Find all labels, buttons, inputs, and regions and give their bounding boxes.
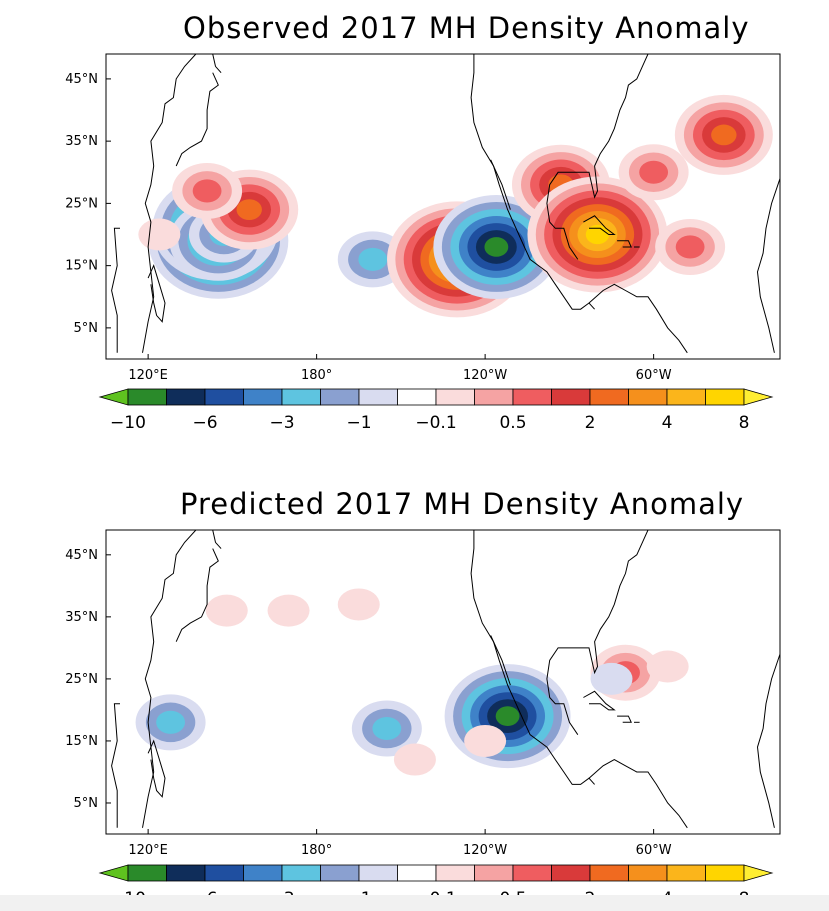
coastline-8 — [583, 690, 616, 711]
coastline-6 — [490, 635, 511, 686]
anomaly-contour-4-2 — [372, 717, 402, 741]
coastline-0 — [142, 54, 197, 353]
coastline-12 — [756, 178, 780, 353]
predicted-chart-title: Predicted 2017 MH Density Anomaly — [180, 487, 745, 521]
coastline-11 — [588, 283, 688, 354]
anomaly-contour-9-6 — [484, 237, 509, 257]
coastline-1 — [175, 72, 219, 167]
coastline-7 — [546, 530, 649, 735]
anomaly-contour-7-2 — [358, 247, 388, 271]
x-tick-label: 60°W — [636, 368, 672, 383]
colorbar-segment — [551, 864, 591, 882]
x-tick-label: 120°W — [463, 368, 507, 383]
x-tick-label: 60°W — [636, 843, 672, 858]
coastline-12 — [756, 653, 780, 828]
y-tick-label: 5°N — [74, 321, 99, 336]
x-tick-label: 120°W — [463, 843, 507, 858]
colorbar-tick-label: 0.5 — [499, 413, 526, 433]
y-tick-label: 15°N — [65, 259, 98, 274]
coastline-9 — [617, 715, 632, 723]
colorbar-arrow-right — [743, 864, 774, 882]
coastline-3 — [212, 54, 222, 74]
y-tick-label: 25°N — [65, 196, 98, 211]
coastline-0 — [142, 530, 197, 828]
coastline-4 — [111, 227, 120, 353]
plot-frame — [105, 529, 781, 835]
observed-chart-title: Observed 2017 MH Density Anomaly — [183, 11, 750, 45]
coastline-11 — [588, 759, 688, 829]
colorbar-segment — [628, 864, 668, 882]
colorbar-segment — [435, 864, 475, 882]
coastline-8 — [583, 215, 616, 235]
plot-frame — [105, 53, 781, 360]
y-tick-label: 35°N — [65, 610, 98, 625]
colorbar-tick-label: 2 — [585, 413, 596, 433]
coastline-5 — [470, 530, 595, 785]
colorbar-segment — [705, 864, 745, 882]
colorbar-tick-label: −10 — [110, 413, 146, 433]
y-tick-label: 15°N — [65, 734, 98, 749]
colorbar-tick-label: −6 — [192, 413, 217, 433]
colorbar-tick-label: −1 — [346, 413, 371, 433]
colorbar-arrow-right — [743, 388, 774, 406]
anomaly-contour-11-7 — [585, 224, 610, 245]
colorbar-segment — [243, 864, 283, 882]
y-tick-label: 45°N — [65, 72, 98, 87]
x-tick-label: 120°E — [128, 843, 168, 858]
anomaly-contour-12-2 — [639, 160, 669, 184]
x-tick-label: 120°E — [128, 368, 168, 383]
colorbar-segment — [397, 864, 437, 882]
colorbar-segment — [666, 864, 706, 882]
coastline-2 — [147, 264, 166, 323]
colorbar-segment — [589, 864, 629, 882]
colorbar-segment — [474, 864, 514, 882]
anomaly-contour-10-0 — [590, 662, 633, 695]
y-tick-label: 5°N — [74, 796, 99, 811]
colorbar-segment — [127, 864, 167, 882]
anomaly-contour-3-0 — [337, 588, 380, 621]
coastline-1 — [175, 548, 219, 642]
colorbar-segment — [281, 864, 321, 882]
y-tick-label: 35°N — [65, 134, 98, 149]
coastline-4 — [111, 703, 120, 828]
bottom-strip — [0, 895, 829, 911]
anomaly-contour-4-4 — [236, 199, 262, 220]
x-tick-label: 180° — [301, 843, 332, 858]
x-tick-label: 180° — [301, 368, 332, 383]
anomaly-contour-14-4 — [711, 124, 737, 146]
coastline-5 — [470, 54, 595, 310]
y-tick-label: 25°N — [65, 672, 98, 687]
y-tick-label: 45°N — [65, 548, 98, 563]
colorbar-tick-label: 8 — [739, 413, 750, 433]
colorbar-segment — [166, 864, 206, 882]
anomaly-contour-0-2 — [156, 710, 186, 734]
coastline-3 — [212, 530, 222, 549]
anomaly-contour-13-2 — [675, 235, 705, 259]
anomaly-contour-2-0 — [267, 594, 310, 627]
colorbar-arrow-left — [98, 864, 129, 882]
coastline-6 — [490, 159, 511, 210]
colorbar-segment — [204, 864, 244, 882]
colorbar-segment — [320, 864, 360, 882]
coastline-2 — [147, 739, 166, 798]
plot-area — [106, 530, 780, 834]
anomaly-contour-5-2 — [192, 179, 222, 203]
anomaly-contour-5-0 — [393, 743, 436, 776]
anomaly-contour-1-0 — [205, 594, 248, 627]
coastline-9 — [617, 240, 632, 248]
colorbar-tick-label: −0.1 — [415, 413, 456, 433]
colorbar-segment — [512, 864, 552, 882]
coastline-7 — [546, 54, 649, 260]
anomaly-contour-7-0 — [464, 724, 507, 757]
anomaly-contour-9-0 — [646, 650, 689, 683]
colorbar-tick-label: −3 — [269, 413, 294, 433]
anomaly-contour-6-6 — [495, 706, 520, 726]
colorbar-segment — [358, 864, 398, 882]
colorbar-tick-label: 4 — [662, 413, 673, 433]
